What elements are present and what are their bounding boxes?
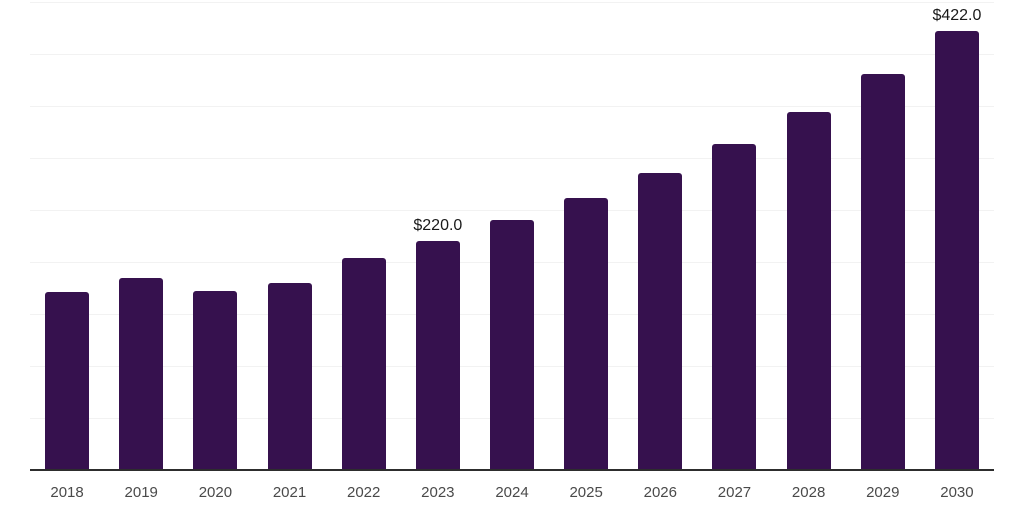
gridline <box>30 2 994 3</box>
x-tick-label-2020: 2020 <box>198 484 233 501</box>
gridline <box>30 210 994 211</box>
x-tick-label-2022: 2022 <box>347 484 381 501</box>
x-tick-label-2029: 2029 <box>866 484 900 501</box>
bar-value-label-2030: $422.0 <box>932 7 982 25</box>
bar-2027 <box>712 144 757 470</box>
bar-2030 <box>934 31 979 470</box>
bar-2021 <box>267 282 312 470</box>
bar-2019 <box>119 278 164 470</box>
x-tick-label-2019: 2019 <box>124 484 158 501</box>
x-tick-label-2025: 2025 <box>569 484 603 501</box>
x-axis-line <box>30 469 994 471</box>
gridline <box>30 106 994 107</box>
x-tick-label-2018: 2018 <box>50 484 84 501</box>
bar-2025 <box>564 198 609 470</box>
x-tick-label-2026: 2026 <box>643 484 677 501</box>
bar-2028 <box>786 111 831 470</box>
bar-2026 <box>638 173 683 470</box>
bar-2029 <box>860 73 905 470</box>
bar-2018 <box>45 291 90 470</box>
gridline <box>30 158 994 159</box>
x-tick-label-2030: 2030 <box>940 484 974 501</box>
x-tick-label-2021: 2021 <box>272 484 307 501</box>
gridline <box>30 54 994 55</box>
bar-2024 <box>490 219 534 470</box>
bar-2023 <box>415 241 460 470</box>
bar-value-label-2023: $220.0 <box>413 217 463 235</box>
bar-2020 <box>193 290 238 470</box>
x-tick-label-2023: 2023 <box>421 484 455 501</box>
x-tick-label-2027: 2027 <box>717 484 752 501</box>
x-tick-label-2028: 2028 <box>791 484 826 501</box>
x-tick-label-2024: 2024 <box>495 484 529 501</box>
bar-2022 <box>341 257 386 470</box>
